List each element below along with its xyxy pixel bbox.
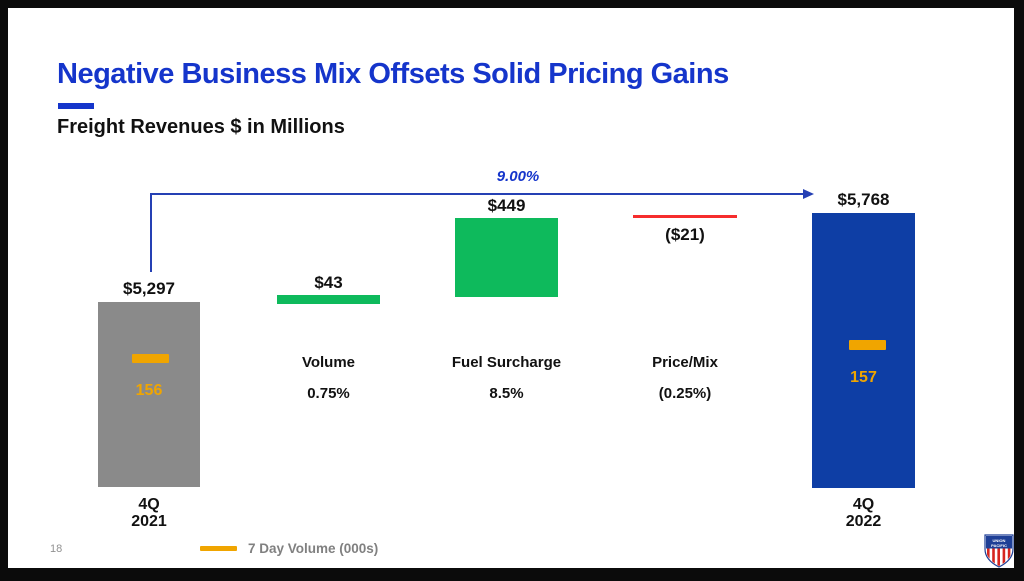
slide: Negative Business Mix Offsets Solid Pric… bbox=[8, 8, 1014, 568]
growth-arrowhead-icon bbox=[803, 189, 814, 199]
bar-value-price-mix: ($21) bbox=[665, 225, 705, 244]
bar-value-fuel-surcharge: $449 bbox=[487, 196, 526, 215]
total-bar-4q-2022 bbox=[812, 213, 915, 488]
legend-label: 7 Day Volume (000s) bbox=[248, 540, 379, 556]
category-line-2: 2022 bbox=[845, 513, 882, 530]
category-line-1: 4Q bbox=[138, 496, 160, 513]
bar-value-volume: $43 bbox=[314, 273, 343, 292]
category-line-1: 4Q bbox=[852, 496, 875, 513]
category-label-price-mix: Price/Mix bbox=[652, 354, 718, 371]
bar-value-4q-2021: $5,297 bbox=[123, 279, 175, 298]
seven-day-volume-marker-4q-2022 bbox=[849, 340, 886, 350]
pct-label-volume: 0.75% bbox=[307, 385, 350, 402]
category-label-4q-2021: 4Q 2021 bbox=[98, 496, 200, 530]
seven-day-volume-marker-4q-2021 bbox=[132, 354, 169, 363]
growth-arrow-horizontal-line bbox=[150, 193, 804, 195]
page-number: 18 bbox=[50, 543, 63, 555]
growth-arrow-vertical-line bbox=[150, 193, 152, 272]
slide-title: Negative Business Mix Offsets Solid Pric… bbox=[57, 58, 729, 90]
seven-day-volume-value-4q-2022: 157 bbox=[850, 369, 877, 386]
category-line-2: 2021 bbox=[131, 513, 167, 530]
growth-annotation: 9.00% bbox=[496, 168, 540, 185]
bar-value-4q-2022: $5,768 bbox=[837, 190, 890, 209]
decrease-line-price-mix bbox=[633, 215, 737, 218]
total-bar-4q-2021 bbox=[98, 302, 200, 487]
increase-bar-fuel-surcharge bbox=[455, 218, 558, 297]
svg-text:PACIFIC: PACIFIC bbox=[991, 543, 1007, 548]
title-accent-dash bbox=[58, 103, 94, 109]
legend: 7 Day Volume (000s) bbox=[200, 539, 378, 557]
seven-day-volume-value-4q-2021: 156 bbox=[135, 382, 163, 399]
legend-marker-dash-icon bbox=[200, 545, 237, 551]
slide-subtitle: Freight Revenues $ in Millions bbox=[57, 116, 345, 138]
union-pacific-shield-logo: UNION PACIFIC bbox=[984, 534, 1014, 568]
pct-label-fuel-surcharge: 8.5% bbox=[489, 385, 524, 402]
category-label-volume: Volume bbox=[301, 354, 356, 371]
svg-text:UNION: UNION bbox=[993, 538, 1006, 543]
pct-label-price-mix: (0.25%) bbox=[658, 385, 712, 402]
increase-bar-volume bbox=[277, 295, 380, 304]
category-label-4q-2022: 4Q 2022 bbox=[812, 496, 915, 530]
category-label-fuel-surcharge: Fuel Surcharge bbox=[451, 354, 562, 371]
